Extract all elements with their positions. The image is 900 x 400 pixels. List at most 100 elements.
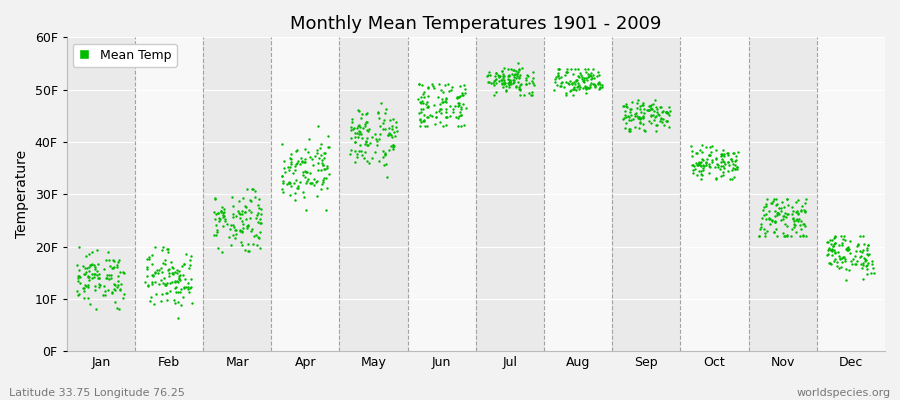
Point — [695, 149, 709, 156]
Point — [502, 82, 517, 88]
Point — [151, 281, 166, 287]
Point — [297, 168, 311, 174]
Point — [87, 283, 102, 290]
Point — [297, 158, 311, 165]
Point — [295, 158, 310, 164]
Point — [82, 251, 96, 257]
Point — [797, 209, 812, 215]
Point — [387, 133, 401, 139]
Point — [419, 123, 434, 130]
Point — [646, 116, 661, 123]
Point — [383, 143, 398, 150]
Point — [854, 265, 868, 271]
Point — [509, 71, 524, 78]
Point — [308, 152, 322, 159]
Point — [864, 261, 878, 267]
Bar — [408, 37, 476, 351]
Point — [632, 114, 646, 120]
Point — [785, 225, 799, 232]
Point — [417, 89, 431, 96]
Point — [710, 162, 724, 168]
Point — [560, 66, 574, 72]
Point — [508, 74, 522, 80]
Point — [566, 86, 580, 92]
Point — [825, 248, 840, 254]
Point — [507, 67, 521, 73]
Point — [824, 246, 839, 253]
Point — [208, 216, 222, 222]
Point — [636, 126, 651, 133]
Point — [778, 210, 792, 216]
Point — [572, 73, 586, 79]
Point — [774, 205, 788, 211]
Point — [567, 84, 581, 90]
Point — [82, 276, 96, 283]
Point — [572, 85, 586, 92]
Point — [89, 272, 104, 278]
Point — [789, 216, 804, 222]
Point — [858, 256, 872, 262]
Point — [77, 271, 92, 278]
Bar — [544, 37, 612, 351]
Point — [238, 204, 253, 210]
Point — [835, 259, 850, 265]
Point — [235, 207, 249, 214]
Point — [381, 131, 395, 138]
Point — [828, 256, 842, 262]
Point — [377, 150, 392, 156]
Point — [315, 181, 329, 187]
Point — [360, 135, 374, 142]
Point — [242, 214, 256, 221]
Point — [824, 247, 839, 254]
Point — [702, 160, 716, 167]
Point — [281, 164, 295, 170]
Point — [414, 100, 428, 106]
Point — [591, 69, 606, 75]
Point — [253, 216, 267, 222]
Point — [649, 122, 663, 128]
Point — [251, 234, 266, 240]
Point — [554, 79, 569, 85]
Point — [148, 243, 162, 250]
Point — [212, 210, 226, 217]
Point — [80, 273, 94, 280]
Point — [87, 271, 102, 277]
Point — [860, 251, 874, 257]
Point — [225, 214, 239, 220]
Point — [421, 84, 436, 90]
Point — [655, 119, 670, 126]
Point — [583, 84, 598, 90]
Point — [285, 170, 300, 177]
Point — [436, 123, 450, 130]
Point — [274, 140, 289, 147]
Point — [524, 92, 538, 98]
Point — [448, 103, 463, 109]
Point — [240, 222, 255, 228]
Point — [522, 80, 536, 86]
Point — [314, 152, 328, 158]
Point — [93, 282, 107, 289]
Point — [660, 118, 674, 124]
Point — [112, 306, 126, 312]
Point — [482, 72, 497, 78]
Point — [842, 250, 857, 256]
Point — [103, 263, 117, 270]
Point — [352, 108, 366, 114]
Point — [772, 205, 787, 211]
Point — [860, 271, 875, 277]
Point — [626, 98, 640, 105]
Point — [378, 151, 392, 157]
Point — [282, 179, 296, 186]
Point — [284, 156, 298, 162]
Point — [519, 77, 534, 84]
Point — [838, 237, 852, 244]
Point — [525, 92, 539, 98]
Point — [838, 258, 852, 264]
Point — [547, 87, 562, 93]
Point — [652, 118, 667, 124]
Point — [384, 132, 399, 138]
Point — [509, 72, 524, 79]
Point — [838, 256, 852, 263]
Point — [780, 202, 795, 208]
Point — [495, 77, 509, 83]
